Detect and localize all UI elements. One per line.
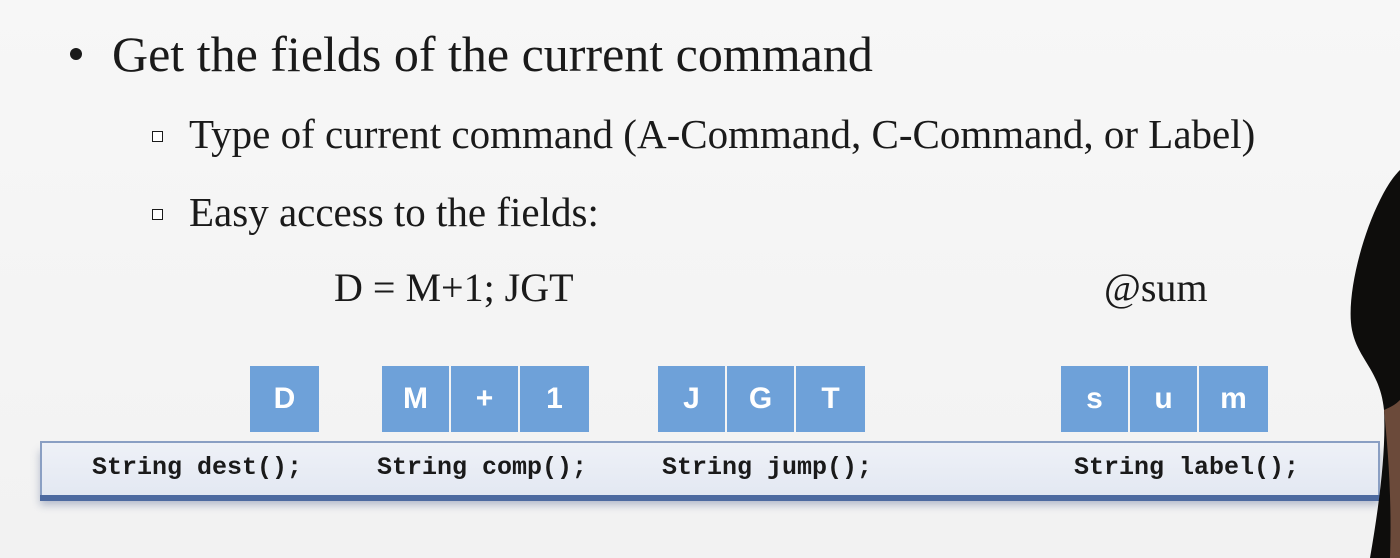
field-cell: T: [796, 366, 865, 432]
field-cell: u: [1130, 366, 1199, 432]
presenter-silhouette: [1350, 170, 1400, 558]
field-cell: 1: [520, 366, 589, 432]
sub-bullet-text: Easy access to the fields:: [189, 189, 599, 235]
square-bullet-icon: [152, 209, 163, 221]
label-field-cells: s u m: [1061, 366, 1268, 432]
field-cell: M: [382, 366, 451, 432]
example-a-command: @sum: [1104, 265, 1208, 310]
comp-field-cells: M + 1: [382, 366, 589, 432]
square-bullet-icon: [152, 131, 163, 143]
field-cell: D: [250, 366, 319, 432]
field-cell: +: [451, 366, 520, 432]
sub-bullet-command-type: Type of current command (A-Command, C-Co…: [152, 108, 1255, 160]
dest-field-cells: D: [250, 366, 319, 432]
api-label-method: String label();: [1074, 453, 1300, 482]
api-comp-method: String comp();: [377, 453, 588, 482]
jump-field-cells: J G T: [658, 366, 865, 432]
bullet-dot-icon: [70, 47, 82, 60]
api-dest-method: String dest();: [92, 453, 303, 482]
example-c-command: D = M+1; JGT: [334, 265, 574, 310]
api-bar: [40, 441, 1380, 495]
field-cell: m: [1199, 366, 1268, 432]
field-cell: G: [727, 366, 796, 432]
api-jump-method: String jump();: [662, 453, 873, 482]
main-bullet-text: Get the fields of the current command: [112, 26, 873, 82]
sub-bullet-easy-access: Easy access to the fields:: [152, 186, 599, 238]
field-cell: s: [1061, 366, 1130, 432]
main-bullet: Get the fields of the current command: [70, 22, 873, 86]
field-cell: J: [658, 366, 727, 432]
sub-bullet-text: Type of current command (A-Command, C-Co…: [189, 111, 1256, 157]
